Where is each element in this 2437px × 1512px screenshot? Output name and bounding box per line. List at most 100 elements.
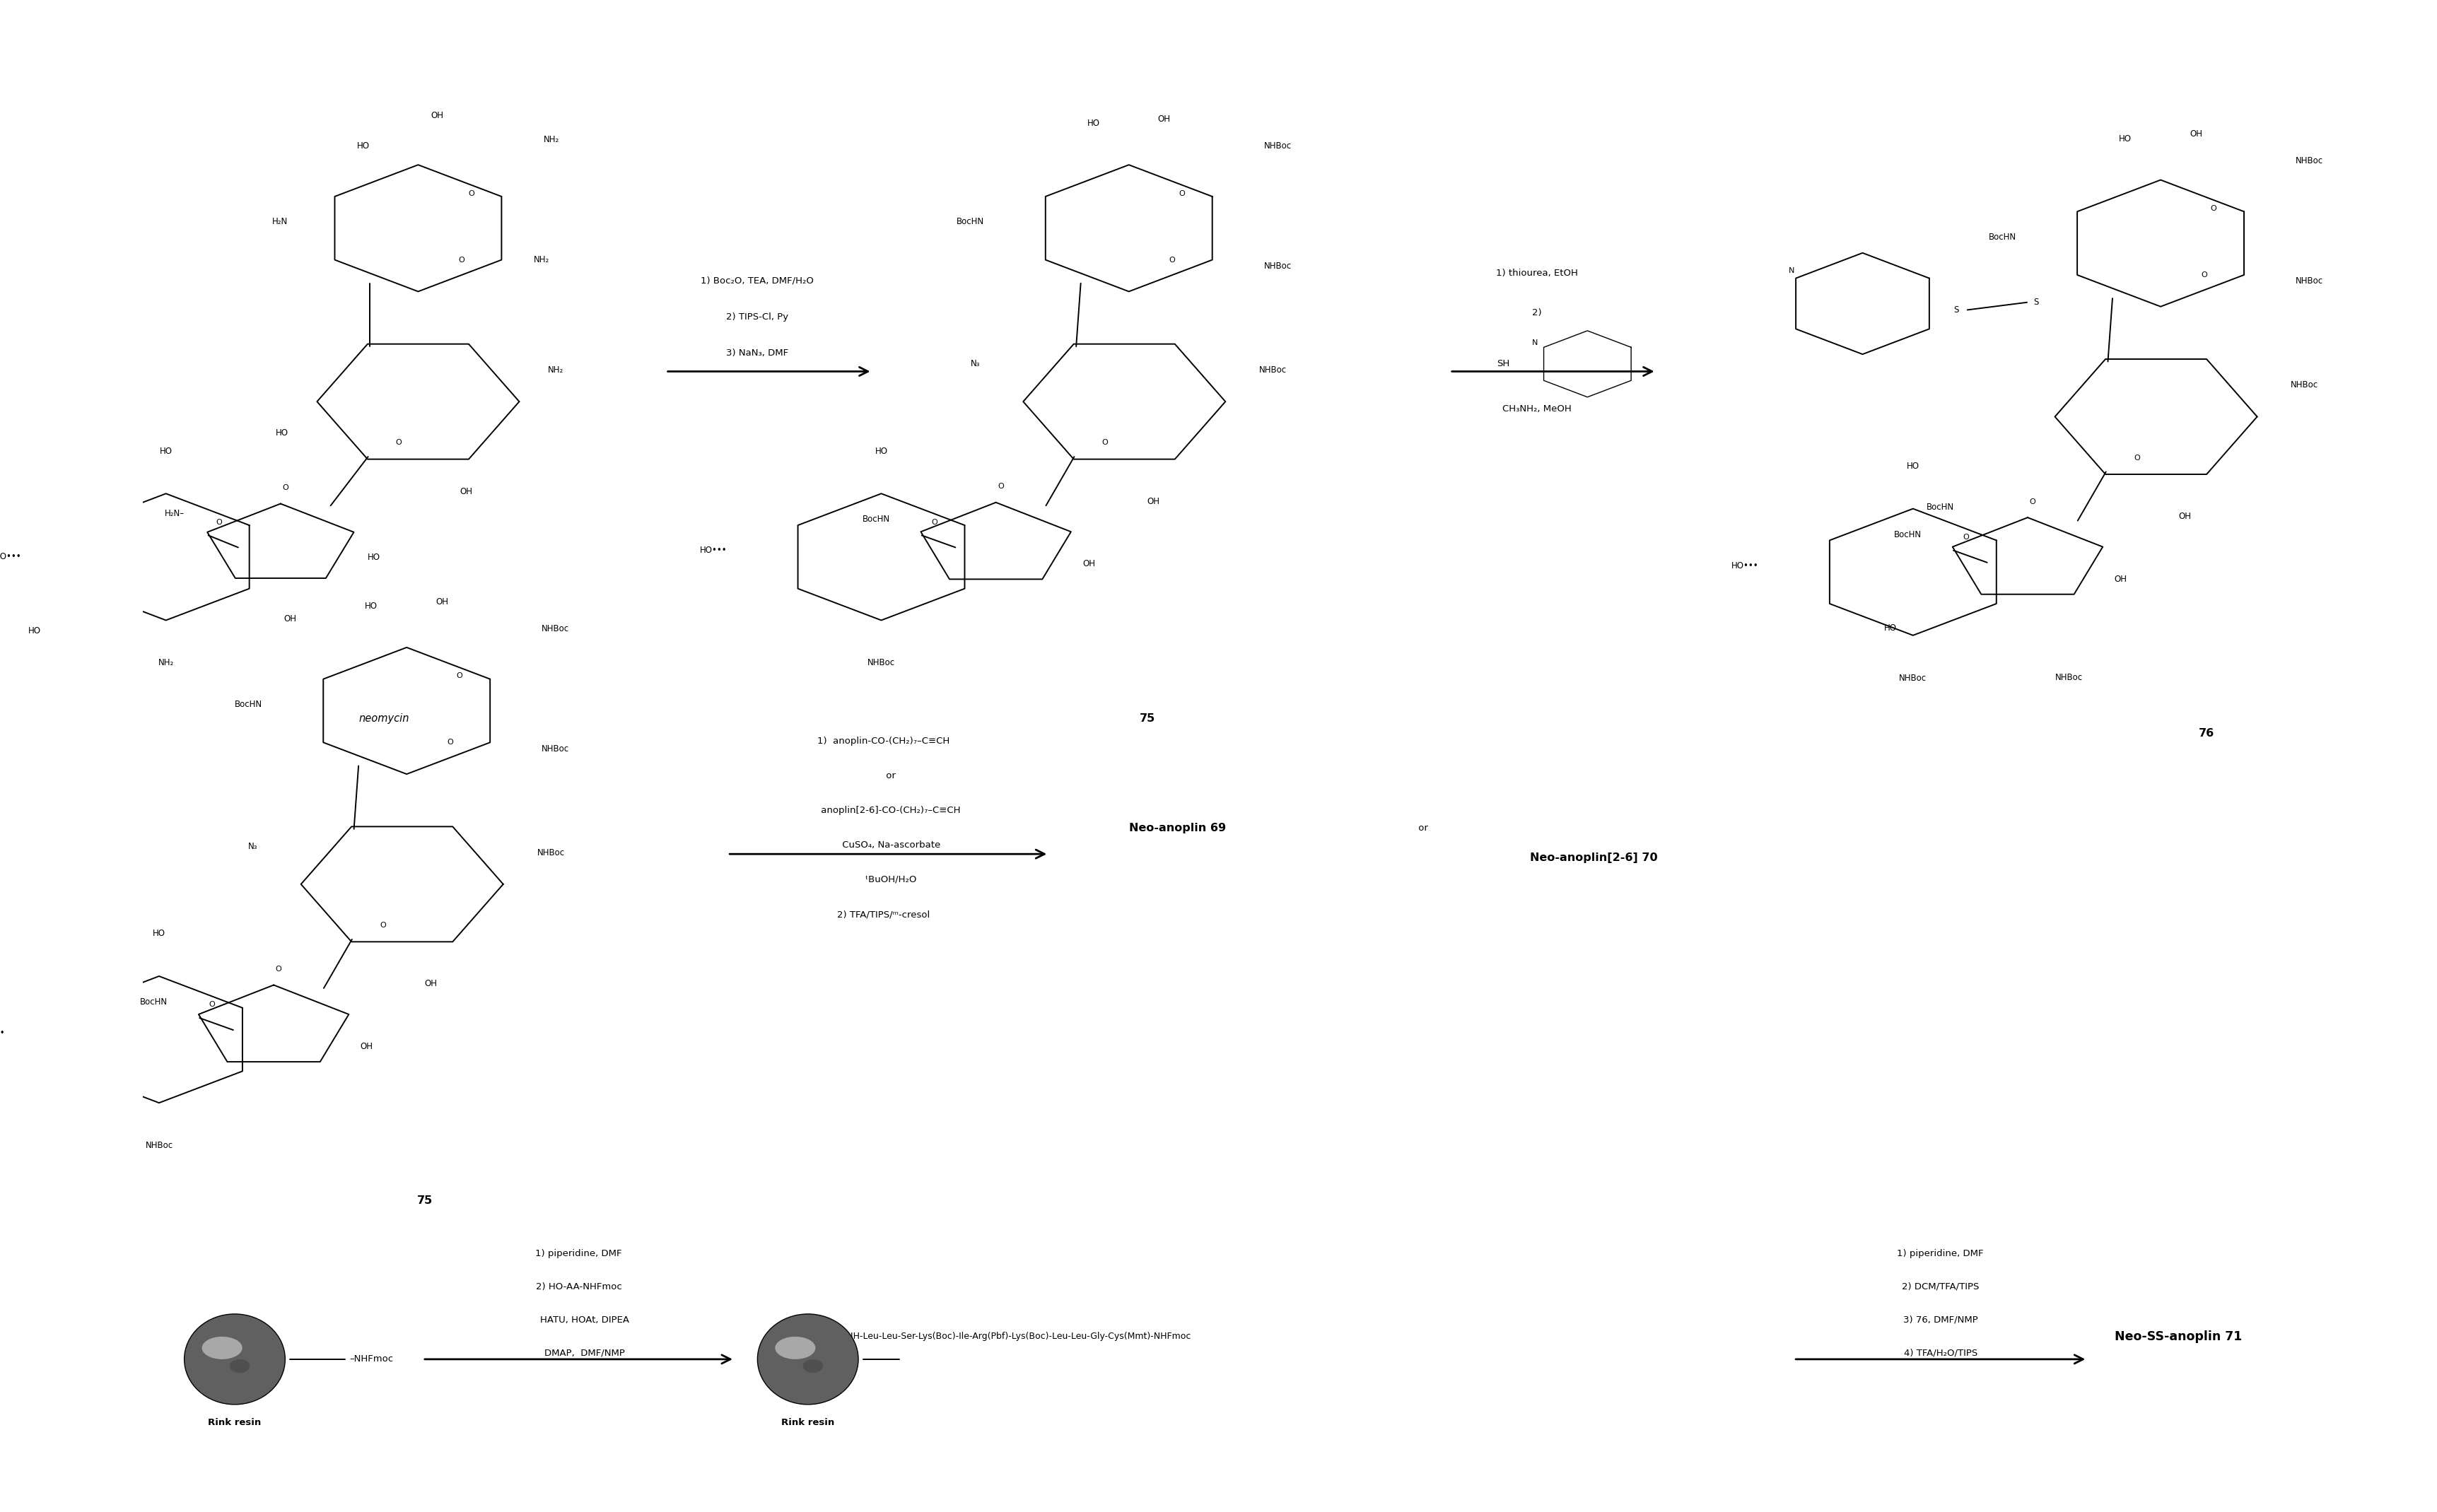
Text: NHBoc: NHBoc [1898,673,1925,682]
Text: ᵗBuOH/H₂O: ᵗBuOH/H₂O [851,875,916,885]
Text: OH: OH [283,614,297,624]
Text: 76: 76 [2198,729,2213,739]
Text: NH₂: NH₂ [158,658,173,667]
Text: 4) TFA/H₂O/TIPS: 4) TFA/H₂O/TIPS [1903,1349,1976,1358]
Text: HO: HO [158,446,173,455]
Text: HO•••: HO••• [1730,561,1760,570]
Text: HO•••: HO••• [699,546,726,555]
Text: 2) DCM/TFA/TIPS: 2) DCM/TFA/TIPS [1901,1282,1979,1291]
Text: BocHN: BocHN [1894,531,1920,540]
Text: DMAP,  DMF/NMP: DMAP, DMF/NMP [531,1349,624,1358]
Text: or: or [1416,824,1431,833]
Text: HO: HO [366,602,378,611]
Text: NHBoc: NHBoc [536,848,565,857]
Text: Neo-SS-anoplin 71: Neo-SS-anoplin 71 [2115,1331,2242,1343]
Text: HO: HO [154,928,166,937]
Text: O: O [997,482,1004,490]
Text: O: O [210,1001,214,1009]
Text: OH: OH [461,487,473,496]
Text: NHBoc: NHBoc [2296,156,2322,165]
Text: HO: HO [2118,135,2130,144]
Text: HO: HO [1884,623,1896,632]
Text: NHBoc: NHBoc [146,1142,173,1151]
Text: Rink resin: Rink resin [782,1418,833,1427]
Text: S: S [2032,298,2037,307]
Text: –NHFmoc: –NHFmoc [348,1355,392,1364]
Text: 75: 75 [417,1196,434,1207]
Text: HATU, HOAt, DIPEA: HATU, HOAt, DIPEA [529,1315,629,1325]
Text: NH₂: NH₂ [534,256,548,265]
Text: O: O [283,484,288,491]
Text: O: O [1170,257,1175,263]
Text: NH₂: NH₂ [543,135,558,144]
Text: O: O [931,519,938,526]
Text: 3) 76, DMF/NMP: 3) 76, DMF/NMP [1903,1315,1976,1325]
Text: NHBoc: NHBoc [1260,366,1287,375]
Text: BocHN: BocHN [1925,502,1954,511]
Text: OH: OH [1082,559,1094,569]
Text: or: or [870,771,897,780]
Text: anoplin[2-6]-CO-(CH₂)₇–C≡CH: anoplin[2-6]-CO-(CH₂)₇–C≡CH [807,806,960,815]
Text: O: O [380,922,385,928]
Text: NHBoc: NHBoc [1262,262,1292,271]
Text: CH₃NH₂, MeOH: CH₃NH₂, MeOH [1501,405,1572,414]
Text: O: O [458,257,465,263]
Text: neomycin: neomycin [358,714,409,724]
Text: 2) HO-AA-NHFmoc: 2) HO-AA-NHFmoc [536,1282,621,1291]
Text: NHBoc: NHBoc [1262,141,1292,150]
Text: O: O [1180,191,1184,197]
Text: O: O [2028,497,2035,505]
Text: O: O [468,191,475,197]
Text: N: N [1789,268,1794,274]
Text: NHBoc: NHBoc [2291,381,2318,390]
Text: HO: HO [27,626,41,637]
Ellipse shape [229,1359,249,1373]
Text: BocHN: BocHN [234,700,263,709]
Text: 3) NaN₃, DMF: 3) NaN₃, DMF [726,349,790,358]
Text: SH: SH [1496,360,1509,369]
Ellipse shape [185,1314,285,1405]
Text: N: N [1530,339,1538,346]
Text: BocHN: BocHN [1989,233,2015,242]
Text: N₃: N₃ [970,358,980,369]
Text: OH: OH [431,112,444,121]
Text: OH: OH [361,1042,373,1051]
Text: NHBoc: NHBoc [541,624,568,634]
Ellipse shape [758,1314,858,1405]
Text: HO•••: HO••• [0,552,22,561]
Text: O: O [1102,440,1109,446]
Text: HO: HO [1906,461,1918,470]
Text: OH: OH [436,597,448,606]
Text: H₂N: H₂N [273,218,288,227]
Text: S: S [1952,305,1957,314]
Text: 1) Boc₂O, TEA, DMF/H₂O: 1) Boc₂O, TEA, DMF/H₂O [702,277,814,286]
Text: 2): 2) [1533,308,1540,318]
Text: 2) TFA/TIPS/ᵐ-cresol: 2) TFA/TIPS/ᵐ-cresol [836,910,928,919]
Text: HO: HO [1087,119,1099,129]
Text: NHBoc: NHBoc [2054,673,2081,682]
Text: O: O [2210,206,2215,212]
Text: OH: OH [1158,115,1170,124]
Text: OH: OH [2113,575,2128,584]
Text: O: O [217,519,222,526]
Text: BocHN: BocHN [139,998,168,1007]
Text: 1) thiourea, EtOH: 1) thiourea, EtOH [1496,269,1577,278]
Ellipse shape [802,1359,824,1373]
Text: O: O [2201,271,2205,278]
Text: NHBoc: NHBoc [2296,277,2322,286]
Text: 1) piperidine, DMF: 1) piperidine, DMF [1896,1249,1984,1258]
Text: Rink resin: Rink resin [207,1418,261,1427]
Ellipse shape [202,1337,241,1359]
Text: NH₂: NH₂ [548,366,563,375]
Text: 75: 75 [1138,714,1155,724]
Text: O: O [275,966,283,972]
Text: HO•••: HO••• [0,1028,5,1037]
Text: O: O [446,739,453,745]
Text: N₃: N₃ [249,842,258,851]
Text: 1)  anoplin-CO-(CH₂)₇–C≡CH: 1) anoplin-CO-(CH₂)₇–C≡CH [816,736,950,745]
Ellipse shape [775,1337,816,1359]
Text: HO: HO [875,446,887,455]
Text: CuSO₄, Na-ascorbate: CuSO₄, Na-ascorbate [826,841,941,850]
Text: NHBoc: NHBoc [541,744,568,753]
Text: H₂N–: H₂N– [163,508,185,517]
